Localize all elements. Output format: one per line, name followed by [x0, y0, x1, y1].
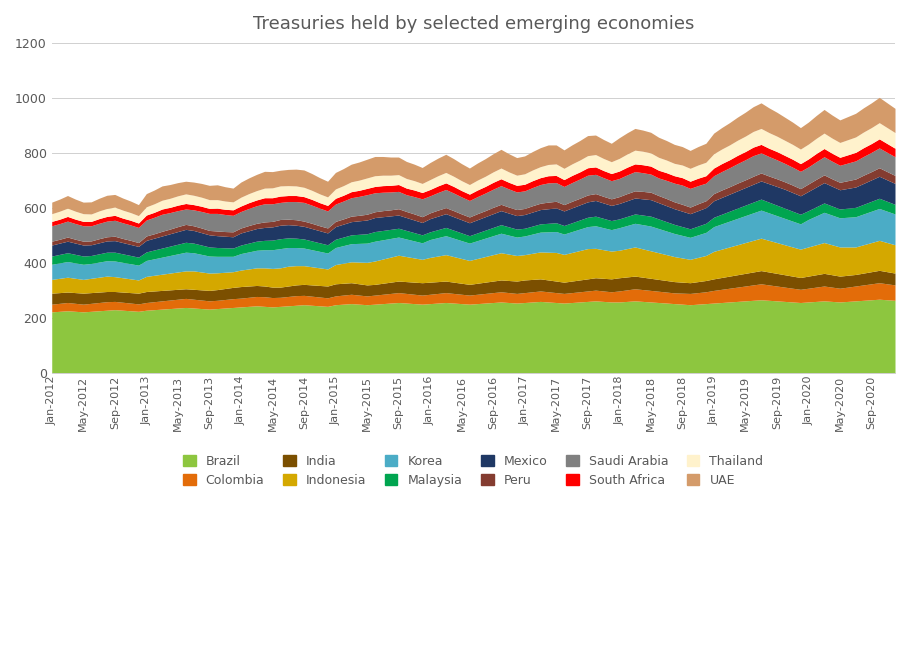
Legend: Brazil, Colombia, India, Indonesia, Korea, Malaysia, Mexico, Peru, Saudi Arabia,: Brazil, Colombia, India, Indonesia, Kore…: [178, 450, 768, 492]
Title: Treasuries held by selected emerging economies: Treasuries held by selected emerging eco…: [253, 15, 694, 33]
